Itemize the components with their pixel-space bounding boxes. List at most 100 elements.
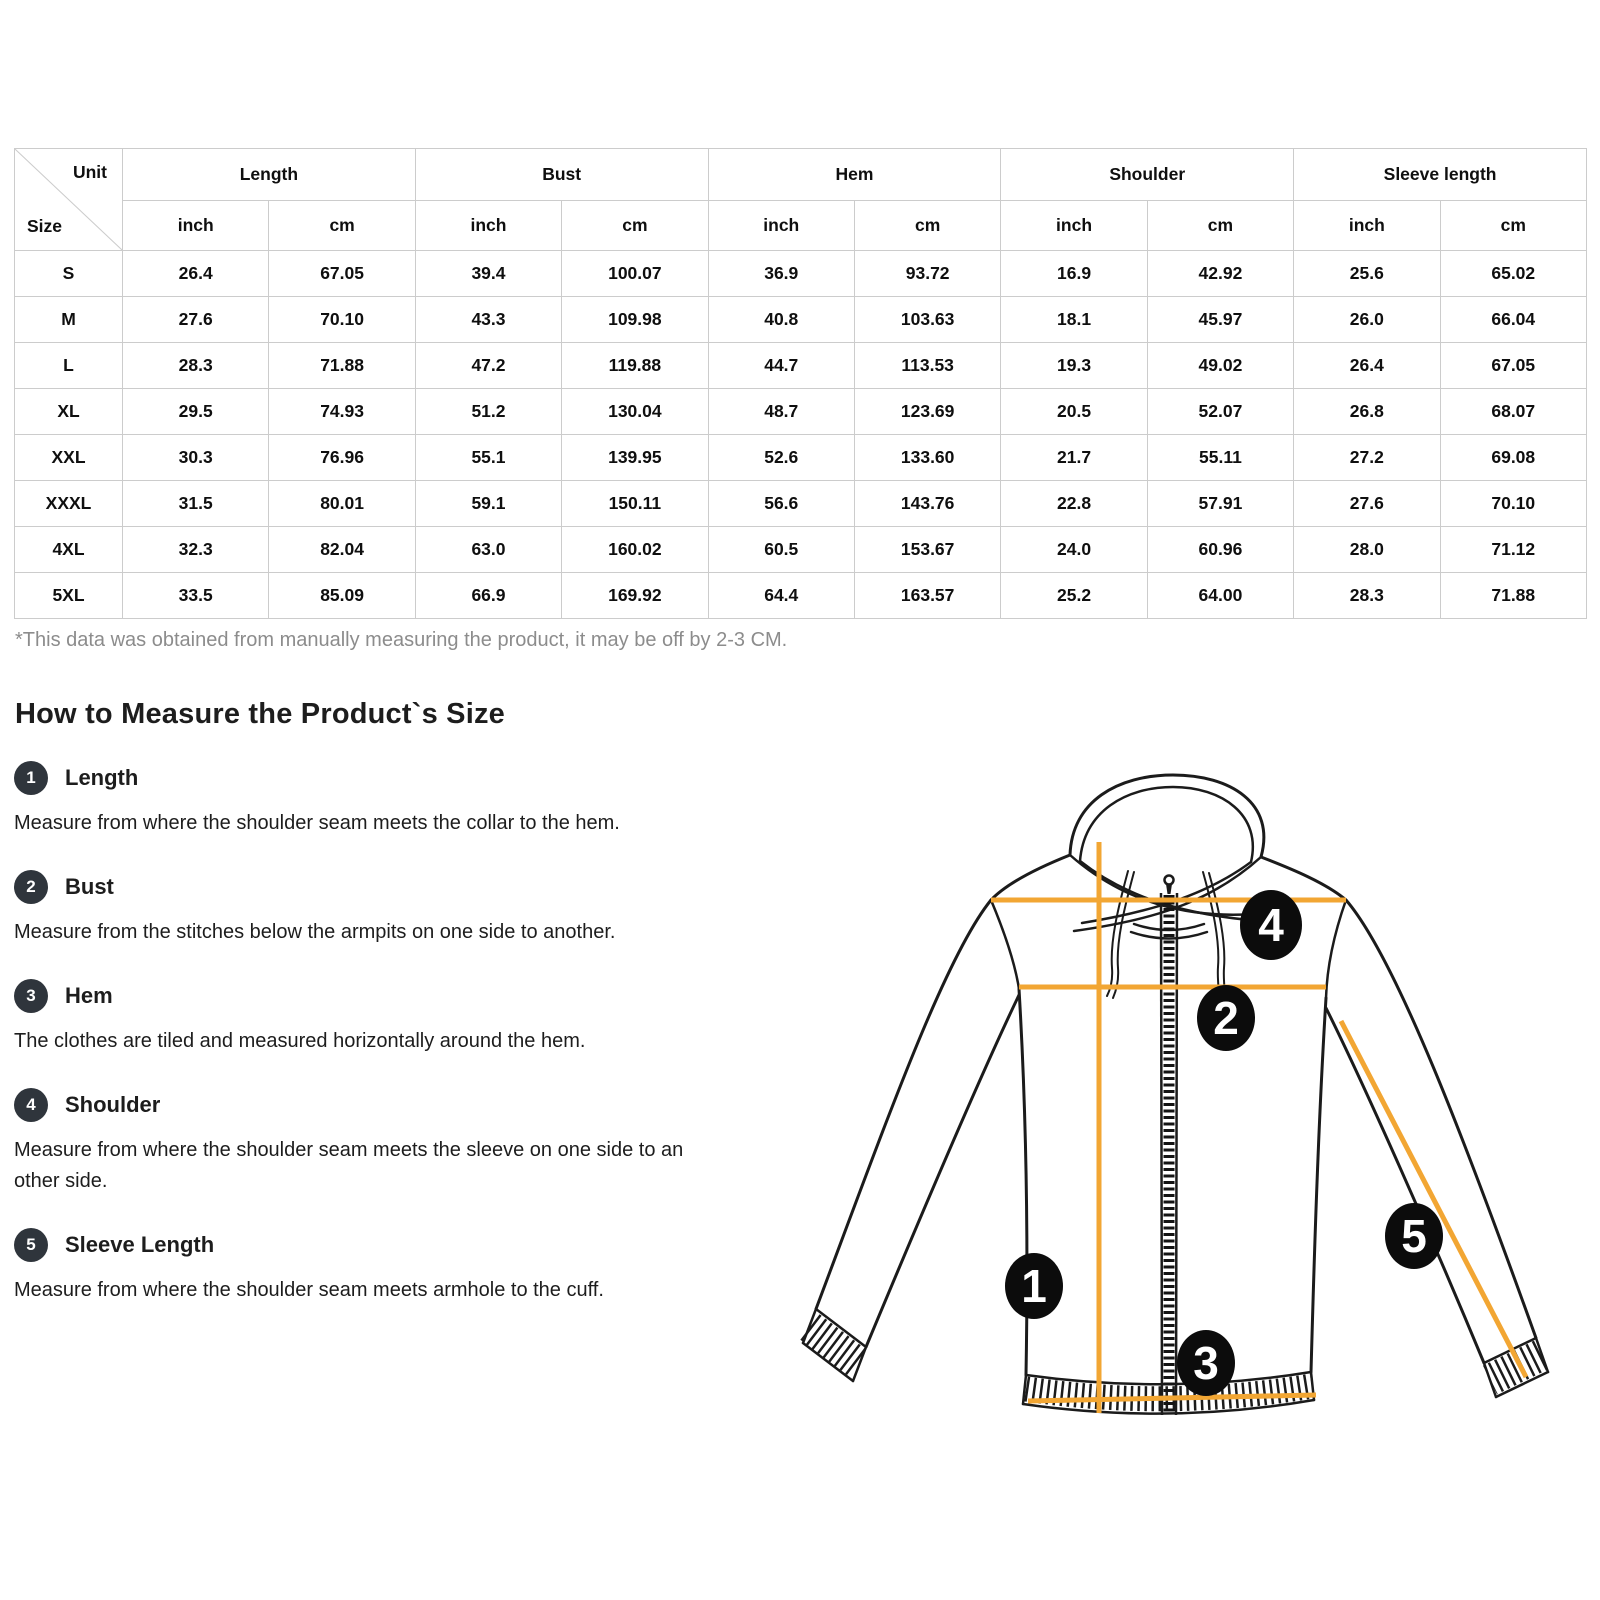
measurement-value-cell: 28.3	[1293, 572, 1441, 619]
measurement-value-cell: 169.92	[561, 572, 709, 619]
measurement-value-cell: 55.11	[1146, 434, 1295, 481]
measurement-value-cell: 67.05	[268, 250, 416, 297]
measurement-value-cell: 80.01	[268, 480, 416, 527]
size-guide-page: Unit Size Length Bust Hem Shoulder Sleeve le…	[14, 148, 1588, 1468]
measurement-value-cell: 59.1	[414, 480, 563, 527]
measurement-value-cell: 48.7	[707, 388, 855, 435]
unit-header: inch	[1000, 200, 1148, 251]
marker-5-circle	[1385, 1203, 1443, 1269]
list-item-header: 3 Hem	[14, 979, 690, 1013]
marker-4-circle	[1240, 890, 1302, 960]
measurement-value-cell: 123.69	[853, 388, 1002, 435]
measurement-value-cell: 30.3	[121, 434, 270, 481]
measurement-value-cell: 143.76	[853, 480, 1002, 527]
measurement-value-cell: 57.91	[1146, 480, 1295, 527]
measurement-value-cell: 52.07	[1146, 388, 1295, 435]
measurement-value-cell: 70.10	[1439, 480, 1588, 527]
list-item: 5 Sleeve Length Measure from where the s…	[14, 1228, 690, 1306]
marker-2-circle	[1197, 985, 1255, 1051]
measurement-value-cell: 25.2	[1000, 572, 1148, 619]
table-row: XXL 30.3 76.96 55.1 139.95 52.6 133.60 21.7 55.1…	[14, 434, 1588, 481]
unit-header: inch	[121, 200, 270, 251]
unit-header: cm	[1439, 200, 1588, 251]
measurement-value-cell: 18.1	[1000, 296, 1148, 343]
step-description: Measure from where the shoulder seam mee…	[14, 1279, 604, 1301]
measurement-value-cell: 130.04	[561, 388, 709, 435]
measurement-value-cell: 82.04	[268, 526, 416, 573]
zipper	[1159, 874, 1179, 1416]
measurement-value-cell: 25.6	[1293, 250, 1441, 297]
section-heading: How to Measure the Product`s Size	[15, 698, 506, 730]
unit-header: cm	[853, 200, 1002, 251]
unit-header: inch	[414, 200, 563, 251]
measurement-value-cell: 76.96	[268, 434, 416, 481]
measurement-value-cell: 47.2	[414, 342, 563, 389]
measurement-value-cell: 109.98	[561, 296, 709, 343]
list-item-header: 2 Bust	[14, 870, 690, 904]
measurement-value-cell: 27.6	[1293, 480, 1441, 527]
hoodie-figure: 1 2 3 4 5	[800, 773, 1550, 1416]
step-description: Measure from the stitches below the armp…	[14, 921, 616, 943]
marker-1-number: 1	[1021, 1260, 1047, 1312]
column-group-header: Length	[122, 148, 416, 201]
measurement-value-cell: 71.88	[1439, 572, 1588, 619]
measurement-value-cell: 63.0	[414, 526, 563, 573]
step-label: Bust	[65, 874, 114, 899]
size-label-cell: 4XL	[14, 526, 123, 573]
measurement-value-cell: 163.57	[853, 572, 1002, 619]
marker-3-number: 3	[1193, 1337, 1219, 1389]
measurement-value-cell: 32.3	[121, 526, 270, 573]
measurement-value-cell: 24.0	[1000, 526, 1148, 573]
measurement-value-cell: 56.6	[707, 480, 855, 527]
table-body: S 26.4 67.05 39.4 100.07 36.9 93.72 16.9 42.92 25…	[14, 250, 1588, 619]
marker-3-circle	[1177, 1330, 1235, 1396]
table-row: XL 29.5 74.93 51.2 130.04 48.7 123.69 20.5 52.07…	[14, 388, 1588, 435]
step-number-badge: 3	[14, 979, 48, 1013]
size-label-cell: L	[14, 342, 123, 389]
measurement-value-cell: 28.3	[121, 342, 270, 389]
measurement-value-cell: 67.05	[1439, 342, 1588, 389]
measurement-value-cell: 45.97	[1146, 296, 1295, 343]
step-label: Sleeve Length	[65, 1232, 215, 1257]
unit-header: inch	[1293, 200, 1441, 251]
measurement-value-cell: 52.6	[707, 434, 855, 481]
measurement-value-cell: 29.5	[121, 388, 270, 435]
measurement-value-cell: 100.07	[561, 250, 709, 297]
step-number-badge: 2	[14, 870, 48, 904]
measurement-value-cell: 70.10	[268, 296, 416, 343]
list-item-header: 1 Length	[14, 761, 690, 795]
measurement-value-cell: 36.9	[707, 250, 855, 297]
measurement-value-cell: 93.72	[853, 250, 1002, 297]
measurement-value-cell: 44.7	[707, 342, 855, 389]
measurement-value-cell: 133.60	[853, 434, 1002, 481]
size-label-cell: 5XL	[14, 572, 123, 619]
garment-diagram: 1 2 3 4 5	[736, 763, 1576, 1468]
measurement-value-cell: 64.00	[1146, 572, 1295, 619]
table-row: 5XL 33.5 85.09 66.9 169.92 64.4 163.57 25.2 64.0…	[14, 572, 1588, 619]
size-label-cell: M	[14, 296, 123, 343]
step-label: Shoulder	[65, 1092, 161, 1117]
corner-cell: Unit Size	[14, 148, 123, 251]
column-group-header: Bust	[414, 148, 709, 201]
measurement-value-cell: 139.95	[561, 434, 709, 481]
corner-size-label: Size	[27, 216, 63, 236]
measurement-value-cell: 27.6	[121, 296, 270, 343]
measure-markers: 1 2 3 4 5	[1005, 890, 1443, 1396]
measurement-value-cell: 27.2	[1293, 434, 1441, 481]
table-row: L 28.3 71.88 47.2 119.88 44.7 113.53 19.3 49.02 2…	[14, 342, 1588, 389]
table-row: S 26.4 67.05 39.4 100.07 36.9 93.72 16.9 42.92 25…	[14, 250, 1588, 297]
measurement-value-cell: 68.07	[1439, 388, 1588, 435]
marker-2-number: 2	[1213, 992, 1239, 1044]
measurement-value-cell: 71.88	[268, 342, 416, 389]
unit-header: cm	[268, 200, 416, 251]
size-label-cell: S	[14, 250, 123, 297]
step-description: Measure from where the shoulder seam mee…	[14, 1139, 684, 1192]
table-row: M 27.6 70.10 43.3 109.98 40.8 103.63 18.1 45.97 2…	[14, 296, 1588, 343]
table-group-header-row: Unit Size Length Bust Hem Shoulder Sleeve le…	[14, 148, 1587, 251]
zipper-pull	[1163, 874, 1175, 886]
measurement-value-cell: 150.11	[561, 480, 709, 527]
unit-header: cm	[1146, 200, 1295, 251]
measurement-value-cell: 26.4	[121, 250, 270, 297]
step-number-badge: 1	[14, 761, 48, 795]
column-group-header: Hem	[707, 148, 1002, 201]
